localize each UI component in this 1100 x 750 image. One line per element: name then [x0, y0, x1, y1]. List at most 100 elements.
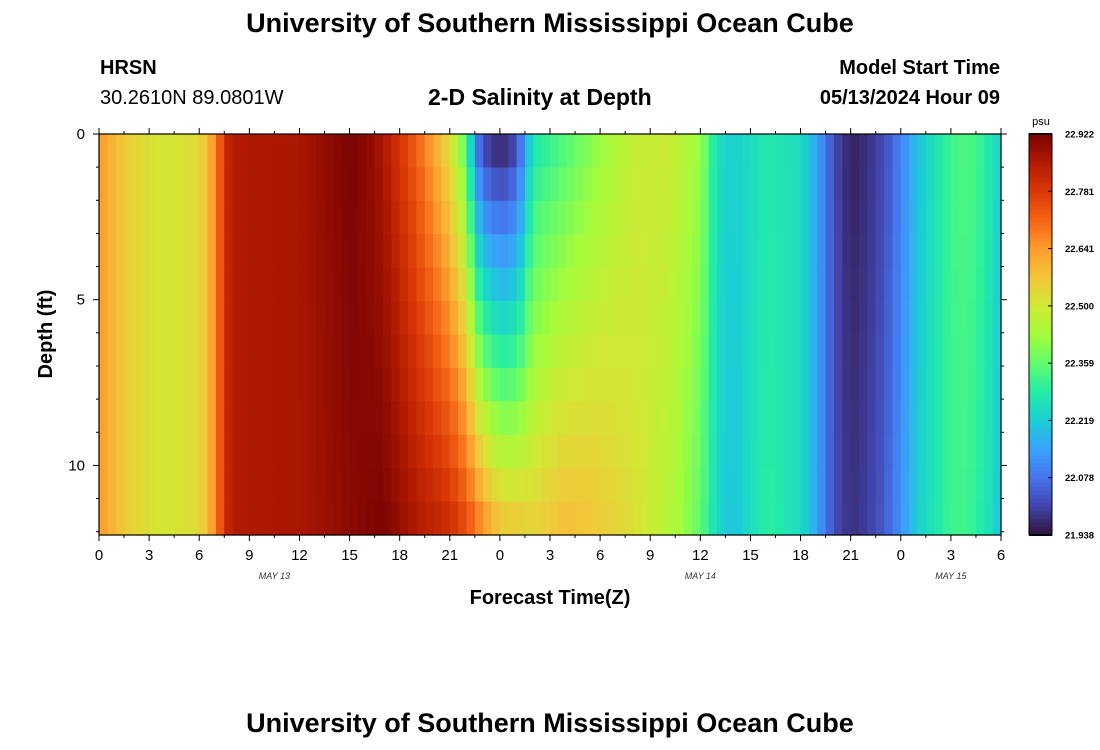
heatmap-cell — [959, 167, 969, 202]
heatmap-cell — [458, 134, 468, 169]
heatmap-cell — [992, 134, 1002, 169]
heatmap-cell — [474, 167, 484, 202]
heatmap-cell — [608, 401, 618, 436]
heatmap-cell — [533, 267, 543, 302]
heatmap-cell — [683, 301, 693, 336]
heatmap-cell — [950, 167, 960, 202]
heatmap-cell — [942, 367, 952, 402]
heatmap-cell — [541, 434, 551, 469]
heatmap-cell — [875, 167, 885, 202]
heatmap-cell — [892, 301, 902, 336]
heatmap-cell — [658, 434, 668, 469]
heatmap-cell — [316, 301, 326, 336]
heatmap-cell — [382, 334, 392, 369]
heatmap-cell — [541, 367, 551, 402]
heatmap-cell — [199, 267, 209, 302]
heatmap-cell — [767, 401, 777, 436]
heatmap-cell — [641, 501, 651, 536]
heatmap-cell — [466, 401, 476, 436]
heatmap-cell — [541, 167, 551, 202]
heatmap-cell — [733, 468, 743, 503]
heatmap-cell — [391, 434, 401, 469]
heatmap-cell — [925, 367, 935, 402]
heatmap-cell — [683, 468, 693, 503]
heatmap-cell — [266, 468, 275, 503]
heatmap-cell — [775, 367, 785, 402]
heatmap-cell — [558, 234, 568, 269]
heatmap-cell — [366, 501, 376, 536]
heatmap-cell — [583, 301, 593, 336]
heatmap-cell — [967, 434, 977, 469]
heatmap-cell — [566, 468, 576, 503]
heatmap-cell — [341, 234, 351, 269]
heatmap-cell — [992, 434, 1002, 469]
heatmap-cell — [591, 267, 601, 302]
heatmap-cell — [240, 234, 250, 269]
heatmap-cell — [600, 301, 610, 336]
heatmap-cell — [483, 267, 493, 302]
heatmap-cell — [408, 200, 417, 235]
heatmap-cell — [884, 401, 894, 436]
heatmap-cell — [608, 234, 618, 269]
heatmap-cell — [867, 501, 877, 536]
heatmap-cell — [742, 367, 752, 402]
heatmap-cell — [575, 501, 585, 536]
heatmap-cell — [892, 434, 902, 469]
heatmap-cell — [274, 234, 284, 269]
heatmap-cell — [566, 134, 576, 169]
heatmap-cell — [842, 434, 852, 469]
heatmap-cell — [884, 200, 894, 235]
heatmap-cell — [717, 434, 726, 469]
heatmap-cell — [625, 334, 635, 369]
heatmap-cell — [174, 134, 184, 169]
heatmap-cell — [524, 200, 534, 235]
heatmap-cell — [115, 367, 125, 402]
colorbar-band — [1029, 478, 1052, 484]
heatmap-cell — [708, 301, 718, 336]
heatmap-cell — [984, 267, 994, 302]
heatmap-cell — [758, 334, 768, 369]
heatmap-cell — [533, 167, 543, 202]
heatmap-cell — [558, 401, 568, 436]
heatmap-cell — [282, 434, 292, 469]
heatmap-cell — [758, 468, 768, 503]
heatmap-cell — [491, 301, 501, 336]
heatmap-cell — [641, 334, 651, 369]
colorbar-band — [1029, 370, 1052, 376]
heatmap-cell — [424, 301, 434, 336]
heatmap-cell — [491, 334, 501, 369]
heatmap-cell — [299, 234, 309, 269]
heatmap-cell — [550, 401, 559, 436]
heatmap-cell — [249, 267, 259, 302]
heatmap-cell — [524, 234, 534, 269]
heatmap-cell — [591, 200, 601, 235]
heatmap-cell — [424, 267, 434, 302]
heatmap-cell — [616, 401, 626, 436]
heatmap-cell — [324, 234, 334, 269]
heatmap-cell — [466, 134, 476, 169]
heatmap-cell — [491, 434, 501, 469]
heatmap-cell — [909, 234, 919, 269]
heatmap-cell — [124, 468, 134, 503]
heatmap-cell — [391, 267, 401, 302]
heatmap-cell — [842, 468, 852, 503]
heatmap-cell — [124, 367, 134, 402]
heatmap-cell — [115, 234, 125, 269]
heatmap-cell — [775, 401, 785, 436]
heatmap-cell — [833, 234, 843, 269]
heatmap-cell — [274, 468, 284, 503]
heatmap-cell — [825, 134, 835, 169]
heatmap-cell — [240, 367, 250, 402]
heatmap-cell — [708, 200, 718, 235]
heatmap-cell — [550, 167, 559, 202]
heatmap-cell — [792, 401, 802, 436]
heatmap-cell — [433, 401, 443, 436]
heatmap-cell — [742, 200, 752, 235]
heatmap-cell — [524, 267, 534, 302]
colorbar-band — [1029, 502, 1052, 508]
heatmap-cell — [416, 334, 426, 369]
heatmap-cell — [458, 167, 468, 202]
heatmap-cell — [959, 134, 969, 169]
heatmap-cell — [408, 134, 417, 169]
heatmap-cell — [600, 167, 610, 202]
